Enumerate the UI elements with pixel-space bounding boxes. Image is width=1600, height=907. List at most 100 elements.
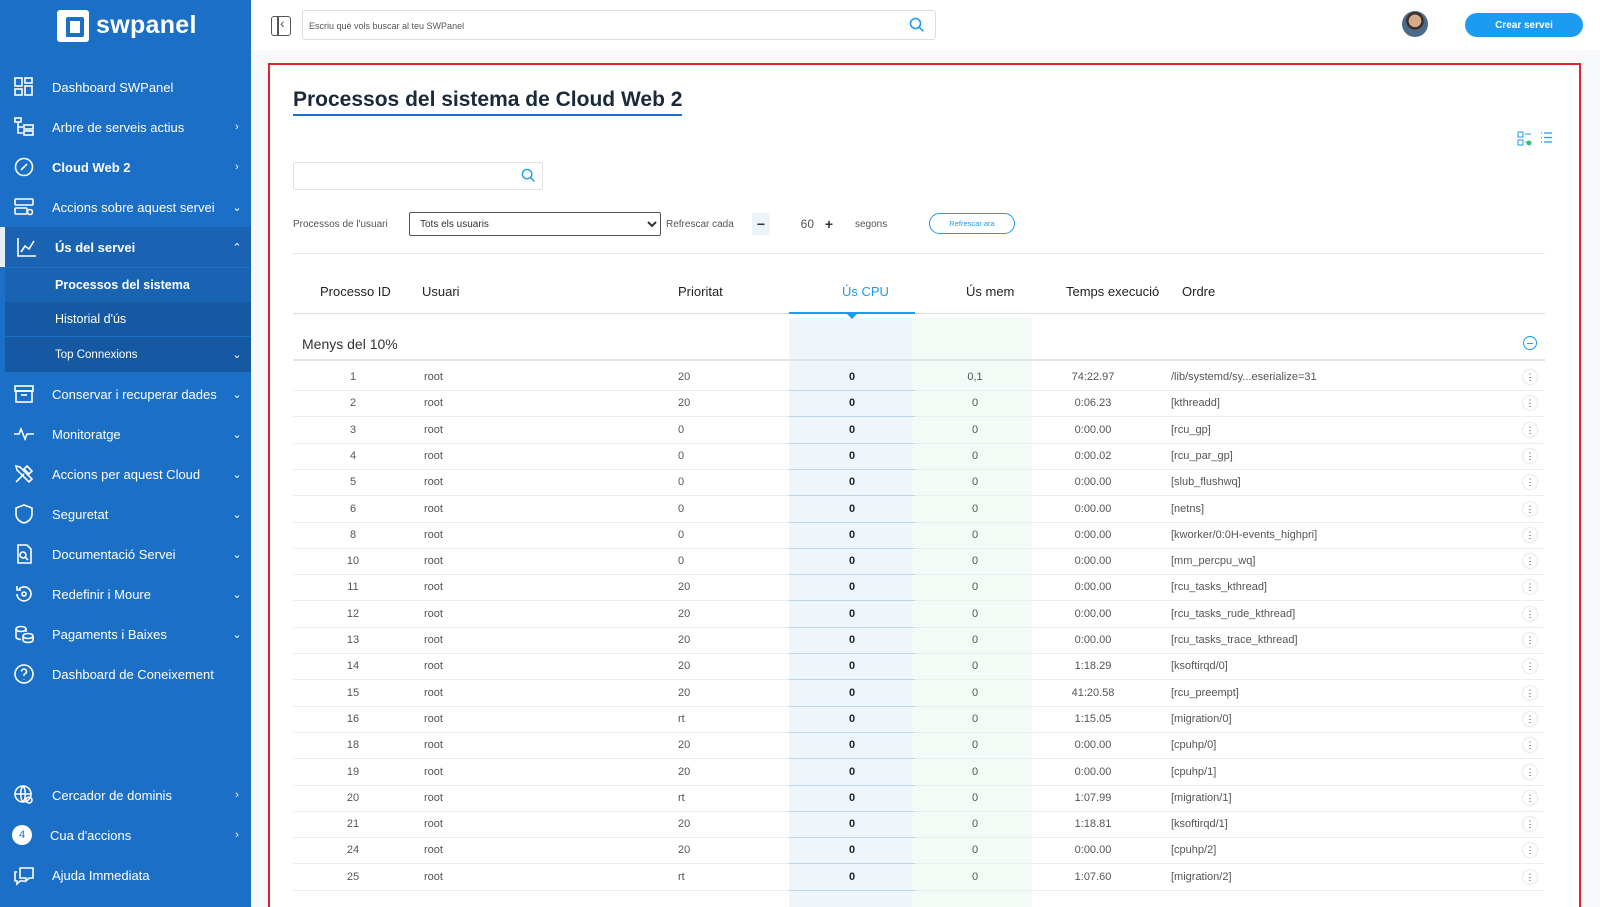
cell-command: [rcu_preempt] (1171, 686, 1239, 699)
cell-time: 0:00.02 (1074, 449, 1112, 462)
swpanel-logo[interactable]: swpanel (57, 9, 197, 42)
sidebar-item-label: Dashboard de Coneixement (52, 666, 214, 682)
cpu-cell-border (789, 810, 915, 812)
sidebar-item-cloud-web-2[interactable]: Cloud Web 2 › (0, 147, 251, 187)
table-row[interactable]: 16 root rt 0 0 1:15.05 [migration/0] ⋮ (293, 706, 1545, 733)
decrement-button[interactable]: − (752, 213, 770, 235)
row-menu-icon[interactable]: ⋮ (1523, 422, 1537, 437)
table-row[interactable]: 20 root rt 0 0 1:07.99 [migration/1] ⋮ (293, 785, 1545, 812)
row-menu-icon[interactable]: ⋮ (1523, 580, 1537, 595)
table-row[interactable]: 11 root 20 0 0 0:00.00 [rcu_tasks_kthread] ⋮ (293, 574, 1545, 602)
table-row[interactable]: 19 root 20 0 0 0:00.00 [cpuhp/1] ⋮ (293, 759, 1545, 786)
row-menu-icon[interactable]: ⋮ (1523, 843, 1537, 858)
sidebar-item-backup[interactable]: Conservar i recuperar dades ⌄ (0, 374, 251, 414)
user-filter-select[interactable]: Tots els usuaris (409, 212, 661, 236)
header-pid[interactable]: Processo ID (320, 284, 391, 299)
cell-command: [cpuhp/0] (1171, 739, 1217, 752)
collapse-sidebar-icon[interactable] (271, 15, 291, 36)
sidebar-item-domain-search[interactable]: Cercador de dominis › (0, 775, 251, 815)
cell-time: 0:00.00 (1074, 555, 1112, 568)
header-cpu[interactable]: Ús CPU (842, 284, 889, 299)
cell-time: 41:20.58 (1071, 686, 1115, 699)
list-view-icon[interactable] (1540, 131, 1553, 149)
row-menu-icon[interactable]: ⋮ (1523, 554, 1537, 569)
sidebar-subitem-usage-history[interactable]: Historial d'ús (5, 302, 251, 336)
row-menu-icon[interactable]: ⋮ (1523, 527, 1537, 542)
row-menu-icon[interactable]: ⋮ (1523, 659, 1537, 674)
sidebar-item-cloud-actions[interactable]: Accions per aquest Cloud ⌄ (0, 454, 251, 494)
table-row[interactable]: 13 root 20 0 0 0:00.00 [rcu_tasks_trace_kthrea… (293, 627, 1545, 654)
sidebar-item-action-queue[interactable]: 4 Cua d'accions › (0, 815, 251, 855)
sidebar-item-immediate-help[interactable]: Ajuda Immediata (0, 855, 251, 895)
row-menu-icon[interactable]: ⋮ (1523, 633, 1537, 647)
sidebar-item-service-actions[interactable]: Accions sobre aquest servei ⌄ (0, 187, 251, 227)
table-row[interactable]: 18 root 20 0 0 0:00.00 [cpuhp/0] ⋮ (293, 732, 1545, 760)
header-mem[interactable]: Ús mem (966, 284, 1015, 299)
sidebar-item-label: Accions sobre aquest servei (52, 199, 215, 215)
search-icon[interactable] (909, 17, 925, 38)
sidebar-item-label: Conservar i recuperar dades (52, 386, 217, 402)
increment-button[interactable]: + (820, 213, 838, 235)
row-menu-icon[interactable]: ⋮ (1523, 685, 1537, 700)
row-menu-icon[interactable]: ⋮ (1523, 448, 1537, 463)
collapse-group-icon[interactable] (1523, 336, 1537, 350)
header-command[interactable]: Ordre (1182, 284, 1216, 299)
table-row[interactable]: 2 root 20 0 0 0:06.23 [kthreadd] ⋮ (293, 390, 1545, 418)
table-row[interactable]: 14 root 20 0 0 1:18.29 [ksoftirqd/0] ⋮ (293, 653, 1545, 681)
row-menu-icon[interactable]: ⋮ (1523, 869, 1537, 884)
sidebar-subitem-top-connections[interactable]: Top Connexions ⌄ (5, 337, 251, 372)
search-icon[interactable] (521, 168, 536, 188)
sidebar-item-knowledge[interactable]: Dashboard de Coneixement (0, 654, 251, 694)
global-search-input[interactable] (309, 17, 889, 35)
row-menu-icon[interactable]: ⋮ (1523, 370, 1537, 384)
refresh-now-button[interactable]: Refrescar ara (929, 213, 1015, 234)
sidebar-item-monitoring[interactable]: Monitoratge ⌄ (0, 414, 251, 454)
table-row[interactable]: 10 root 0 0 0 0:00.00 [mm_percpu_wq] ⋮ (293, 548, 1545, 576)
sidebar-item-redefine-move[interactable]: Redefinir i Moure ⌄ (0, 574, 251, 614)
header-priority[interactable]: Prioritat (678, 284, 723, 299)
cpu-cell-border (789, 390, 915, 391)
refresh-interval-input[interactable] (772, 213, 820, 235)
grid-view-icon[interactable] (1517, 131, 1532, 149)
sidebar-item-label: Accions per aquest Cloud (52, 466, 201, 482)
table-row[interactable]: 6 root 0 0 0 0:00.00 [netns] ⋮ (293, 496, 1545, 523)
cell-cpu: 0 (848, 634, 856, 646)
table-row[interactable]: 5 root 0 0 0 0:00.00 [slub_flushwq] ⋮ (293, 469, 1545, 497)
table-row[interactable]: 25 root rt 0 0 1:07.60 [migration/2] ⋮ (293, 864, 1545, 891)
process-filter-input[interactable] (300, 168, 510, 185)
table-row[interactable]: 24 root 20 0 0 0:00.00 [cpuhp/2] ⋮ (293, 837, 1545, 865)
row-menu-icon[interactable]: ⋮ (1523, 817, 1537, 832)
sidebar-item-payments[interactable]: Pagaments i Baixes ⌄ (0, 614, 251, 654)
cell-command: [migration/0] (1171, 712, 1232, 725)
sidebar-item-security[interactable]: Seguretat ⌄ (0, 494, 251, 534)
row-menu-icon[interactable]: ⋮ (1523, 475, 1537, 490)
table-row[interactable]: 21 root 20 0 0 1:18.81 [ksoftirqd/1] ⋮ (293, 811, 1545, 839)
row-menu-icon[interactable]: ⋮ (1523, 606, 1537, 621)
cpu-cell-border (789, 442, 915, 444)
row-menu-icon[interactable]: ⋮ (1523, 738, 1537, 753)
cell-cpu: 0 (848, 423, 856, 436)
header-time[interactable]: Temps execució (1066, 284, 1160, 299)
table-row[interactable]: 4 root 0 0 0 0:00.02 [rcu_par_gp] ⋮ (293, 443, 1545, 470)
row-menu-icon[interactable]: ⋮ (1523, 790, 1537, 805)
sidebar-item-documentation[interactable]: Documentació Servei ⌄ (0, 534, 251, 574)
header-user[interactable]: Usuari (422, 284, 460, 299)
sidebar-item-service-tree[interactable]: Arbre de serveis actius › (0, 107, 251, 147)
create-service-button[interactable]: Crear servei (1465, 13, 1583, 37)
user-filter-label: Processos de l'usuari (293, 219, 388, 230)
sidebar-subitem-system-processes[interactable]: Processos del sistema (5, 268, 251, 302)
row-menu-icon[interactable]: ⋮ (1523, 396, 1537, 411)
cell-pid: 13 (346, 634, 360, 646)
table-row[interactable]: 3 root 0 0 0 0:00.00 [rcu_gp] ⋮ (293, 417, 1545, 444)
row-menu-icon[interactable]: ⋮ (1523, 711, 1537, 726)
avatar[interactable] (1402, 11, 1428, 37)
table-row[interactable]: 1 root 20 0 0,1 74:22.97/lib/systemd/sy...ese… (293, 364, 1545, 391)
table-row[interactable]: 8 root 0 0 0 0:00.00 [kworker/0:0H-events_high… (293, 522, 1545, 549)
row-menu-icon[interactable]: ⋮ (1523, 764, 1537, 779)
table-row[interactable]: 15 root 20 0 0 41:20.58 [rcu_preempt] ⋮ (293, 680, 1545, 707)
table-row[interactable]: 12 root 20 0 0 0:00.00 [rcu_tasks_rude_kthread… (293, 601, 1545, 628)
sidebar-item-dashboard[interactable]: Dashboard SWPanel (0, 67, 251, 107)
row-menu-icon[interactable]: ⋮ (1523, 501, 1537, 516)
sidebar-item-label: Ajuda Immediata (52, 867, 150, 883)
sidebar-item-service-usage[interactable]: Ús del servei ⌃ (0, 227, 251, 267)
